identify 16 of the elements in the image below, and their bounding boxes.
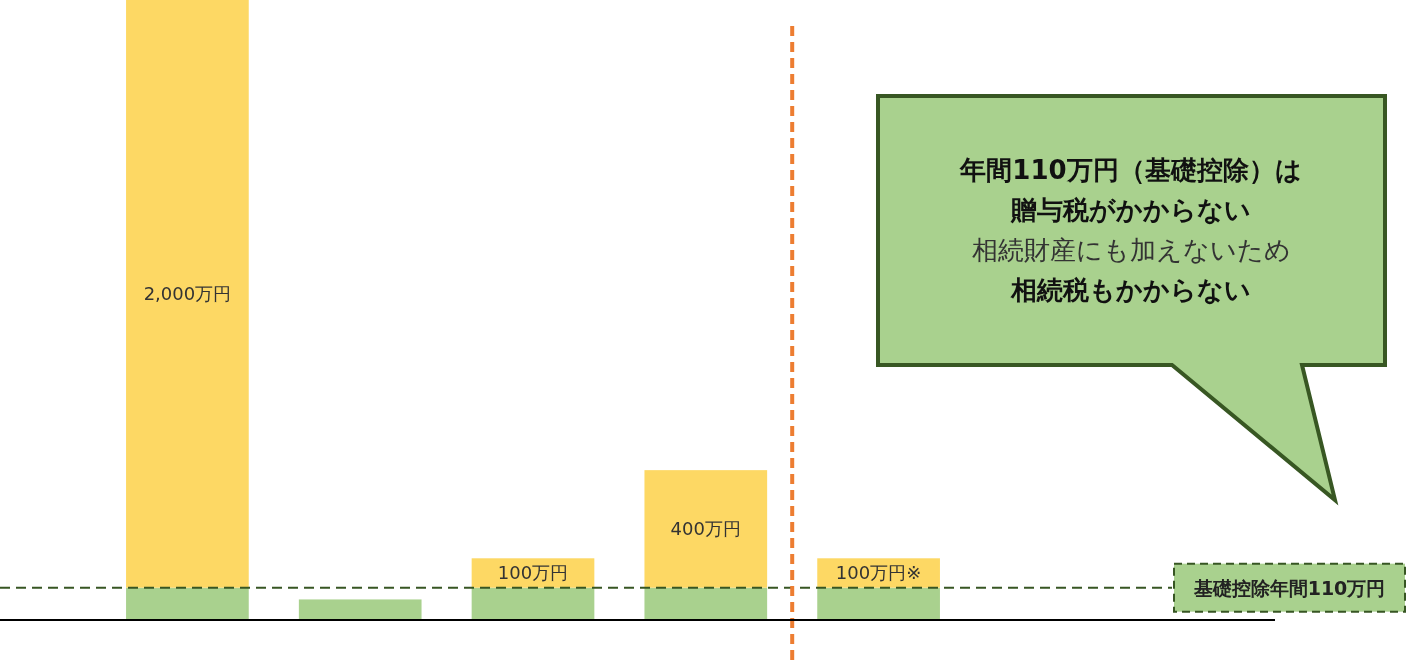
bar [644,470,768,588]
data-label: 400万円 [670,518,741,540]
bar [126,0,249,588]
data-label: 100万円 [497,562,569,584]
bar [126,587,249,620]
bar [298,599,422,620]
annotation: 年間110万円（基礎控除）は [959,155,1302,185]
text: 贈与税がかからない [1010,195,1251,225]
bar [471,587,595,620]
text: 相続財産にも加えないため [971,235,1291,265]
bar [817,587,940,620]
ref-line-label: 基礎控除年間110万円 [1192,576,1386,599]
text: 相続税もかからない [1010,275,1251,305]
data-label: 100万円※ [835,562,922,584]
data-label: 2,000万円 [143,283,232,305]
bar [644,587,768,620]
